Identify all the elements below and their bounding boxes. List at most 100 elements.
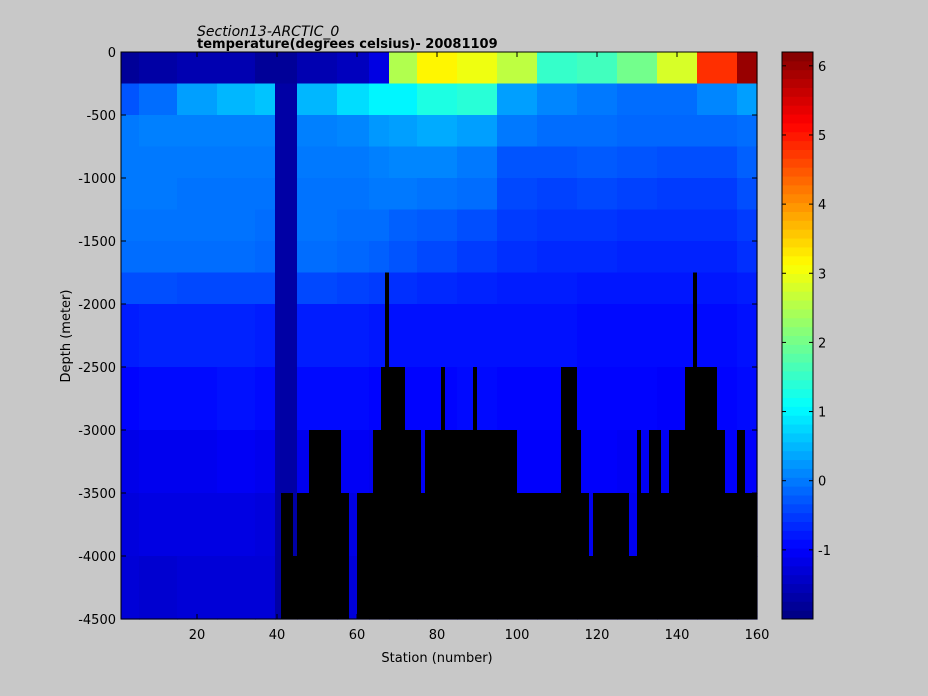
heatmap-cell — [697, 178, 738, 211]
heatmap-cell — [577, 209, 618, 242]
heatmap-cell — [389, 146, 418, 179]
colorbar-swatch — [782, 238, 813, 248]
heatmap-cell — [139, 556, 178, 620]
heatmap-cell — [139, 146, 178, 179]
colorbar-swatch — [782, 158, 813, 168]
y-tick-label: -4000 — [78, 550, 116, 565]
heatmap-cell — [139, 430, 178, 494]
heatmap-cell — [275, 367, 298, 431]
heatmap-cell — [255, 304, 276, 368]
colorbar-swatch — [782, 574, 813, 585]
colorbar-swatch — [782, 503, 813, 514]
heatmap-cell — [177, 430, 218, 494]
heatmap-cell — [389, 304, 418, 368]
heatmap-cell — [177, 556, 218, 620]
heatmap-cell — [337, 83, 370, 116]
heatmap-cell — [217, 304, 256, 368]
colorbar-swatch — [782, 149, 813, 159]
heatmap-cell — [697, 272, 738, 305]
colorbar-swatch — [782, 370, 813, 381]
heatmap-cell — [255, 52, 276, 85]
heatmap-cell — [139, 115, 178, 148]
heatmap-cell — [139, 178, 178, 211]
colorbar-frame — [781, 51, 814, 620]
heatmap-cell — [697, 52, 738, 85]
heatmap-cell — [177, 115, 218, 148]
colorbar-tick-label: 1 — [818, 406, 826, 421]
heatmap-cell — [217, 272, 256, 305]
heatmap-cell — [275, 272, 298, 305]
heatmap-cell — [497, 178, 538, 211]
heatmap-cell — [255, 209, 276, 242]
heatmap-cell — [657, 209, 698, 242]
colorbar-swatch — [782, 220, 813, 230]
y-tick-label: -500 — [86, 109, 116, 124]
heatmap-cell — [177, 272, 218, 305]
colorbar-tick-label: 6 — [818, 60, 826, 75]
colorbar-swatch — [782, 96, 813, 106]
heatmap-cell — [697, 209, 738, 242]
colorbar-swatch — [782, 379, 813, 390]
colorbar-swatch — [782, 494, 813, 505]
heatmap-cell — [657, 241, 698, 274]
colorbar-swatch — [782, 167, 813, 177]
heatmap-cell — [255, 178, 276, 211]
heatmap-cell — [457, 83, 498, 116]
heatmap-cell — [497, 241, 538, 274]
x-tick-label: 120 — [585, 628, 610, 643]
heatmap-cell — [497, 367, 538, 431]
colorbar-swatch — [782, 317, 813, 328]
heatmap-cell — [577, 241, 618, 274]
heatmap-cell — [497, 209, 538, 242]
colorbar-swatch — [782, 140, 813, 150]
heatmap-cell — [697, 146, 738, 179]
heatmap-cell — [297, 146, 338, 179]
heatmap-cell — [389, 115, 418, 148]
y-axis-label: Depth (meter) — [59, 290, 74, 383]
heatmap-cell — [297, 178, 338, 211]
heatmap-cell — [369, 272, 390, 305]
heatmap-cell — [369, 52, 390, 85]
heatmap-cell — [537, 146, 578, 179]
colorbar: 6 5 4 3 2 1 0 -1 — [781, 51, 831, 620]
heatmap-cell — [369, 83, 390, 116]
x-axis: 20 40 60 80 100 120 140 160 — [189, 52, 769, 643]
heatmap-cell — [389, 272, 418, 305]
colorbar-swatch — [782, 131, 813, 142]
heatmap-cell — [577, 304, 618, 368]
heatmap-cell — [457, 178, 498, 211]
x-tick-label: 40 — [269, 628, 286, 643]
colorbar-swatch — [782, 229, 813, 239]
heatmap-cell — [275, 209, 298, 242]
heatmap-cell — [121, 209, 140, 242]
heatmap-cell — [389, 83, 418, 116]
heatmap-cell — [255, 241, 276, 274]
heatmap-cell — [737, 146, 758, 179]
x-axis-label: Station (number) — [381, 651, 492, 666]
heatmap-cell — [497, 115, 538, 148]
heatmap-cell — [457, 52, 498, 85]
heatmap-cell — [121, 304, 140, 368]
heatmap-cell — [417, 367, 458, 431]
heatmap-cell — [577, 178, 618, 211]
colorbar-swatch — [782, 353, 813, 363]
colorbar-tick-label: 3 — [818, 267, 826, 282]
heatmap-cell — [417, 178, 458, 211]
heatmap-cell — [255, 83, 276, 116]
heatmap-cell — [275, 304, 298, 368]
heatmap-cell — [275, 115, 298, 148]
heatmap-cell — [617, 115, 658, 148]
colorbar-swatch — [782, 521, 813, 531]
heatmap-cell — [217, 430, 256, 494]
colorbar-swatch — [782, 477, 813, 487]
heatmap-area — [120, 51, 758, 620]
colorbar-swatch — [782, 610, 813, 620]
colorbar-tick-label: -1 — [818, 544, 831, 559]
heatmap-cell — [255, 272, 276, 305]
heatmap-cell — [697, 83, 738, 116]
heatmap-cell — [617, 178, 658, 211]
heatmap-cell — [737, 115, 758, 148]
x-tick-label: 100 — [505, 628, 530, 643]
heatmap-cell — [577, 146, 618, 179]
heatmap-cell — [337, 272, 370, 305]
